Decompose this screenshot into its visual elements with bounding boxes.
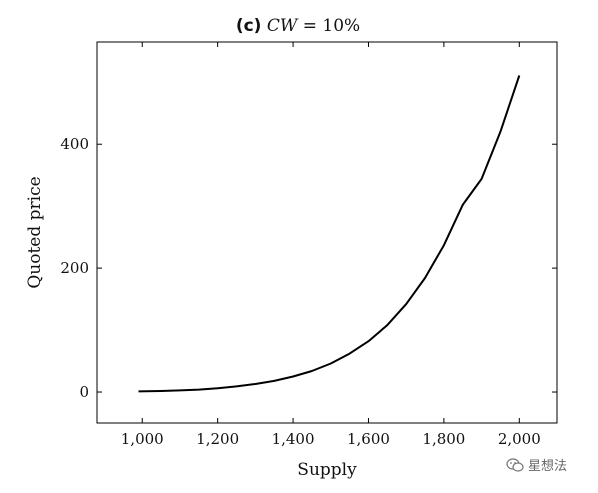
labels-layer: 1,000 1,200 1,400 1,600 1,800 2,000 0 200 400 bbox=[60, 135, 540, 448]
x-tick-label: 1,600 bbox=[347, 430, 390, 448]
watermark: 星想法 bbox=[506, 455, 567, 474]
series-line bbox=[138, 75, 521, 393]
svg-text:(c) CW = 10%: (c) CW = 10% bbox=[236, 16, 360, 36]
chart-title-value: = 10% bbox=[297, 16, 360, 36]
x-tick-label: 1,200 bbox=[196, 430, 239, 448]
plot-frame bbox=[96, 41, 558, 424]
y-tick-label: 400 bbox=[60, 135, 89, 153]
x-tick-label: 2,000 bbox=[498, 430, 541, 448]
watermark-text: 星想法 bbox=[528, 459, 568, 474]
x-tick-label: 1,800 bbox=[422, 430, 465, 448]
chart-title-variable: CW bbox=[267, 16, 299, 36]
chart-title: (c) CW = 10% bbox=[236, 16, 360, 36]
y-tick-label: 200 bbox=[60, 259, 89, 277]
x-tick-label: 1,400 bbox=[272, 430, 315, 448]
wechat-icon bbox=[506, 457, 524, 472]
x-axis-label: Supply bbox=[297, 460, 357, 480]
y-tick-label: 0 bbox=[79, 383, 89, 401]
y-axis-label: Quoted price bbox=[25, 176, 45, 288]
x-tick-label: 1,000 bbox=[121, 430, 164, 448]
chart-title-prefix: (c) bbox=[236, 16, 262, 36]
series-layer bbox=[138, 75, 521, 393]
ticks-layer bbox=[97, 42, 557, 423]
